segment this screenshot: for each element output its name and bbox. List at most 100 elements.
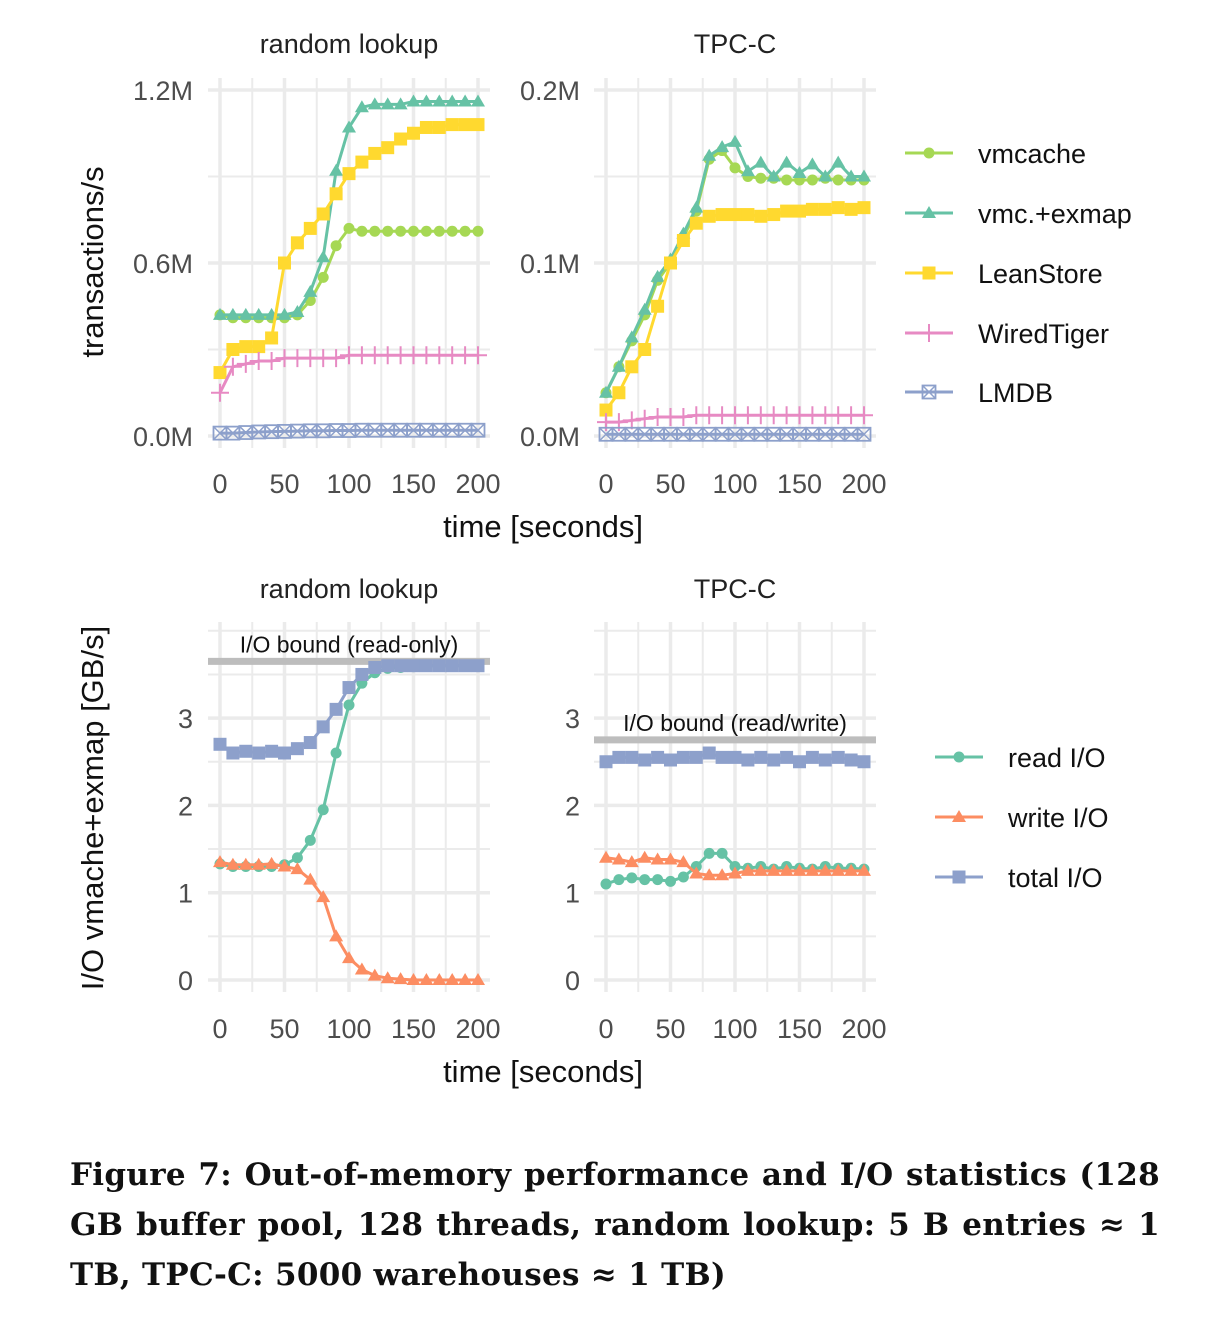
series-read-i-o-point [703,847,715,859]
series-lmdb-point-cross [458,423,473,438]
series-total-i-o [599,746,871,769]
series-write-i-o-point [740,863,755,876]
series-wiredtiger-point [223,357,242,376]
series-lmdb-point-cross [844,427,859,442]
series-leanstore-point [805,202,819,216]
legend-label: vmcache [978,139,1086,169]
series-total-i-o-point [239,744,253,758]
series-vmc-exmap-point [458,94,473,107]
series-write-i-o-point [342,951,356,964]
series-lmdb-point-cross [251,424,266,439]
series-total-i-o-point [213,737,227,751]
legend-item: LeanStore [905,259,1103,289]
y-tick-label: 0.6M [133,249,193,279]
series-vmc-exmap-point [393,97,408,110]
x-tick-label: 200 [455,1014,500,1044]
series-vmcache-point [420,225,432,237]
series-total-i-o-point [702,746,716,760]
series-vmcache-point [395,225,407,237]
legend-marker [952,810,966,822]
legend-marker [923,147,935,159]
panel-tpc-c: TPC-C 0 1 2 3 0 50 100 150 200 I/O bound (read/wri… [565,574,887,1044]
series-lmdb-point-cross [676,427,691,442]
x-tick-label: 50 [655,1014,685,1044]
series-write-i-o-point [445,973,460,985]
series-leanstore-point [767,208,781,222]
series-vmcache-point [330,240,342,252]
series-wiredtiger-point [262,352,281,371]
series-lmdb-point-cross [766,427,781,442]
series-lmdb-point-cross [341,423,357,438]
series-leanstore-point [780,204,794,218]
series-leanstore-point [355,155,369,169]
series-vmc-exmap-point [831,155,846,168]
series-total-i-o-point [844,753,858,767]
series-vmc-exmap-point [251,307,266,320]
series-leanstore-point [728,208,742,222]
series-write-i-o-point [611,852,626,865]
series-vmcache-point [832,174,844,186]
x-tick-label: 200 [841,469,886,499]
series-leanstore-point [316,207,330,221]
series-write-i-o [213,855,485,985]
series-total-i-o [213,659,485,760]
x-tick-label: 150 [391,469,436,499]
series-lmdb-point-cross [329,423,344,438]
series-lmdb-point-cross [419,423,434,438]
series-leanstore-point [857,201,871,215]
series-lmdb-point-cross [354,423,369,438]
legend-item: write I/O [935,803,1109,833]
legend: read I/O write I/O total I/O [935,743,1109,893]
series-write-i-o-point [432,973,447,985]
y-tick-label: 0.0M [133,422,193,452]
series-lmdb-point-cross [277,424,292,439]
series-total-i-o-point [407,659,420,673]
x-tick-label: 100 [712,469,757,499]
series-leanstore-point [419,120,433,134]
series-leanstore-point [290,236,304,250]
series-vmc-exmap-point [471,94,485,107]
series-lmdb-point-cross [702,427,717,442]
series-lmdb-point-cross [367,423,382,438]
series-total-i-o-point [728,750,742,764]
series-lmdb-point-cross [238,425,253,440]
series-vmc-exmap-point [857,169,871,182]
series-vmc-exmap-point [702,148,717,161]
series-lmdb [598,426,872,442]
series-leanstore-point [844,202,858,216]
series-vmc-exmap-point [766,169,781,182]
series-lmdb-point-cross [624,427,639,442]
series-write-i-o-point [406,973,421,985]
series-lmdb-point-cross [650,427,665,442]
series-vmc-exmap-point [611,359,626,372]
panel-tpc-c: TPC-C 0.0M 0.1M 0.2M 0 50 100 150 200 [520,29,887,499]
series-total-i-o-point [689,750,703,764]
series-lmdb-point-cross [818,427,833,442]
legend-item: vmcache [905,139,1086,169]
series-vmc-exmap-point [316,250,331,263]
series-total-i-o-point [329,702,343,716]
series-vmc-exmap-point [715,140,730,153]
series-write-i-o-point [238,857,253,870]
series-lmdb-point-cross [805,427,820,442]
legend-label: WiredTiger [978,319,1109,349]
series-leanstore-point [381,141,395,155]
series-write-i-o-point [354,962,369,975]
legend-item: read I/O [935,743,1106,773]
series-vmc-exmap-point [367,97,382,110]
series-vmc-exmap-point [445,94,460,107]
series-lmdb-point-cross [470,423,486,438]
series-write-i-o-point [663,852,678,865]
series-wiredtiger-point [855,406,873,425]
series-leanstore-point [702,209,716,223]
series-vmc-exmap-point [419,94,434,107]
series-lmdb-point-cross [225,426,240,441]
series-write-i-o-point [676,855,691,868]
series-vmc-exmap-point [432,94,447,107]
series-vmc-exmap-point [290,305,305,318]
legend-label: read I/O [1008,743,1106,773]
series-total-i-o-point [381,659,395,673]
series-total-i-o-point [676,750,690,764]
